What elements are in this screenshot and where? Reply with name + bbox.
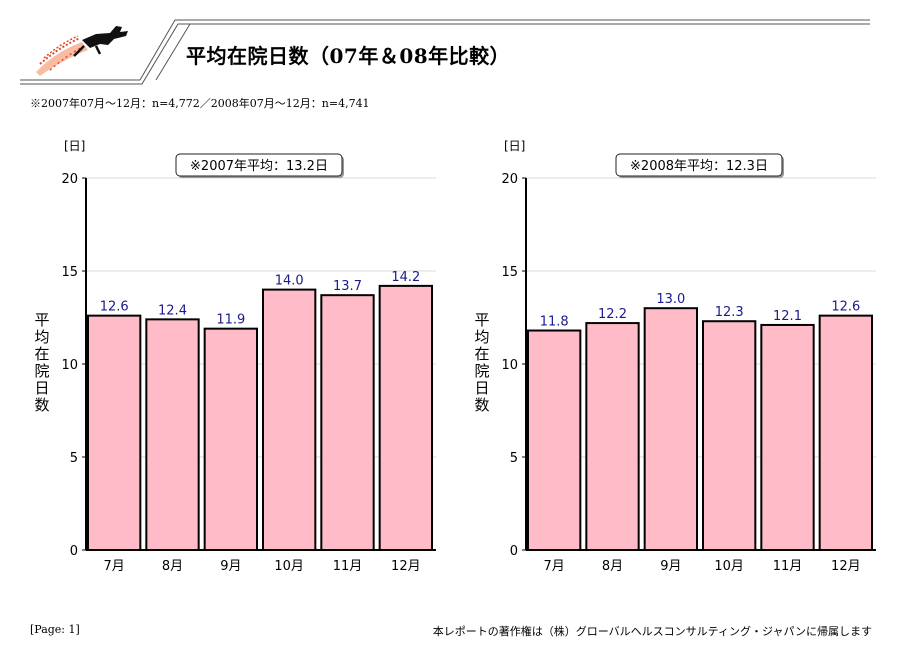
page-title: 平均在院日数（07年＆08年比較）: [186, 44, 511, 68]
bar: [527, 329, 582, 551]
y-tick-label: 0: [70, 544, 78, 559]
y-unit-label: [日]: [64, 139, 85, 153]
y-axis-title: 平均在院日数: [474, 311, 489, 414]
y-tick-label: 20: [61, 172, 78, 187]
data-label: 12.3: [715, 305, 744, 320]
x-tick-label: 11月: [333, 559, 363, 574]
copyright-notice: 本レポートの著作権は（株）グローバルヘルスコンサルティング・ジャパンに帰属します: [432, 625, 872, 638]
data-label: 12.6: [831, 300, 860, 315]
bar: [262, 288, 317, 551]
data-label: 13.7: [333, 279, 362, 294]
y-tick-label: 5: [510, 451, 518, 466]
data-label: 12.6: [100, 300, 129, 315]
data-label: 14.0: [275, 274, 304, 289]
bar: [203, 327, 259, 551]
bar: [320, 294, 375, 551]
x-tick-label: 9月: [220, 559, 241, 574]
subtitle: ※2007年07月～12月：n=4,772／2008年07月～12月：n=4,7…: [30, 97, 370, 110]
chart-2008-svg: [日] 0 5 10 15 20 平均在院日数 11.8 7月 12.2 8月 13.0 9月 12.3 1…: [474, 139, 876, 574]
data-label: 12.1: [773, 309, 802, 324]
y-tick-label: 20: [501, 172, 518, 187]
bar: [702, 320, 757, 551]
bar: [585, 322, 640, 551]
y-unit-label: [日]: [504, 139, 525, 153]
bar: [760, 323, 815, 551]
data-label: 13.0: [656, 292, 685, 307]
bar: [818, 314, 873, 551]
logo-icon: [36, 26, 128, 76]
y-axis-title: 平均在院日数: [34, 311, 49, 414]
x-tick-label: 10月: [714, 559, 744, 574]
data-label: 14.2: [391, 270, 420, 285]
y-tick-label: 10: [501, 358, 518, 373]
annotation-box: [175, 153, 343, 177]
x-tick-label: 8月: [162, 559, 183, 574]
data-label: 12.2: [598, 307, 627, 322]
y-tick-label: 10: [61, 358, 78, 373]
x-tick-label: 9月: [660, 559, 681, 574]
x-tick-label: 8月: [602, 559, 623, 574]
y-tick-label: 0: [510, 544, 518, 559]
bar: [145, 318, 200, 551]
bar: [87, 314, 142, 551]
chart-2007-svg: [日] 0 5 10 15 20 平均在院日数 12.6 7月 12.4 8月 11.9 9月 14.0 1…: [34, 139, 436, 574]
chart-2008: [日] 0 5 10 15 20 平均在院日数 11.8 7月 12.2 8月 13.0 9月 12.3 1…: [440, 130, 880, 594]
page-number: [Page: 1]: [30, 623, 80, 636]
header-frame: [20, 19, 870, 85]
y-tick-label: 15: [501, 265, 518, 280]
chart-2007: [日] 0 5 10 15 20 平均在院日数 12.6 7月 12.4 8月 11.9 9月 14.0 1…: [0, 130, 440, 594]
x-tick-label: 10月: [274, 559, 304, 574]
annotation-box: [615, 153, 783, 177]
header: 平均在院日数（07年＆08年比較）: [0, 0, 918, 95]
bar: [643, 307, 699, 551]
x-tick-label: 11月: [773, 559, 803, 574]
annotation-text: ※2007年平均：13.2日: [190, 159, 328, 174]
x-tick-label: 7月: [104, 559, 125, 574]
y-tick-label: 5: [70, 451, 78, 466]
x-tick-label: 12月: [831, 559, 861, 574]
data-label: 12.4: [158, 303, 187, 318]
bar: [378, 284, 433, 551]
annotation-text: ※2008年平均：12.3日: [630, 159, 768, 174]
x-tick-label: 12月: [391, 559, 421, 574]
x-tick-label: 7月: [544, 559, 565, 574]
data-label: 11.8: [540, 315, 569, 330]
data-label: 11.9: [216, 313, 245, 328]
y-tick-label: 15: [61, 265, 78, 280]
